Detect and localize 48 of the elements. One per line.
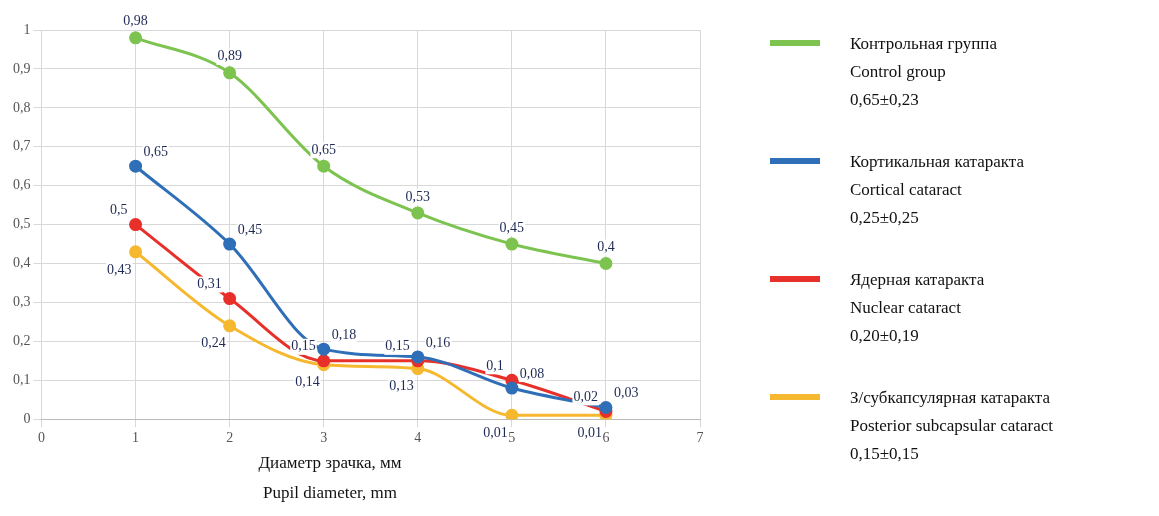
- data-label: 0,31: [197, 276, 222, 292]
- y-tick-label: 0,7: [13, 138, 31, 154]
- data-label: 0,08: [519, 365, 545, 381]
- data-label: 0,43: [107, 261, 132, 277]
- x-tick-label: 6: [602, 430, 610, 446]
- data-label: 0,15: [291, 338, 316, 354]
- data-label: 0,4: [597, 239, 615, 255]
- y-tick-label: 0,5: [13, 216, 31, 232]
- x-tick-label: 3: [320, 430, 328, 446]
- data-label: 0,45: [499, 219, 525, 235]
- x-tick-label: 0: [38, 430, 45, 446]
- data-label: 0,01: [577, 424, 602, 440]
- x-axis-title: Диаметр зрачка, мм Pupil diameter, mm: [257, 452, 403, 504]
- data-label: 0,15: [385, 338, 410, 354]
- x-tick-label: 4: [414, 430, 422, 446]
- data-label: 0,14: [295, 374, 320, 390]
- y-tick-label: 0,6: [13, 177, 31, 193]
- data-label: 0,18: [331, 326, 357, 342]
- data-label: 0,65: [143, 143, 169, 159]
- x-tick-label: 7: [696, 430, 704, 446]
- data-label: 0,01: [483, 424, 508, 440]
- y-tick-label: 0,9: [13, 60, 31, 76]
- x-tick-label: 2: [226, 430, 234, 446]
- data-label: 0,16: [425, 334, 451, 350]
- data-label: 0,02: [573, 389, 598, 405]
- data-label: 0,65: [311, 141, 336, 157]
- y-tick-label: 0,4: [13, 255, 31, 271]
- legend-label: Контрольная группа Control group 0,65±0,23: [850, 33, 997, 111]
- data-label: 0,98: [123, 13, 148, 29]
- x-tick-label: 1: [132, 430, 140, 446]
- y-tick-label: 1: [23, 21, 31, 37]
- data-label: 0,1: [486, 357, 504, 373]
- data-label: 0,5: [110, 202, 128, 218]
- y-tick-label: 0,8: [13, 99, 31, 115]
- data-label: 0,53: [405, 188, 431, 204]
- y-tick-label: 0,2: [13, 333, 31, 349]
- data-label: 0,13: [389, 378, 414, 394]
- legend-label: Кортикальная катаракта Cortical cataract 0,25±0,25: [850, 151, 1024, 229]
- data-label: 0,24: [201, 335, 226, 351]
- y-tick-label: 0,3: [13, 294, 31, 310]
- data-label: 0,89: [217, 48, 242, 64]
- legend-label: Ядерная катаракта Nuclear cataract 0,20±0,19: [850, 269, 985, 347]
- x-tick-label: 5: [508, 430, 516, 446]
- legend-label: З/субкапсулярная катаракта Posterior subcapsular cataract 0,15±0,15: [850, 387, 1053, 465]
- data-label: 0,45: [237, 221, 263, 237]
- y-tick-label: 0,1: [13, 371, 31, 387]
- y-tick-label: 0: [23, 410, 31, 426]
- data-label: 0,03: [613, 385, 639, 401]
